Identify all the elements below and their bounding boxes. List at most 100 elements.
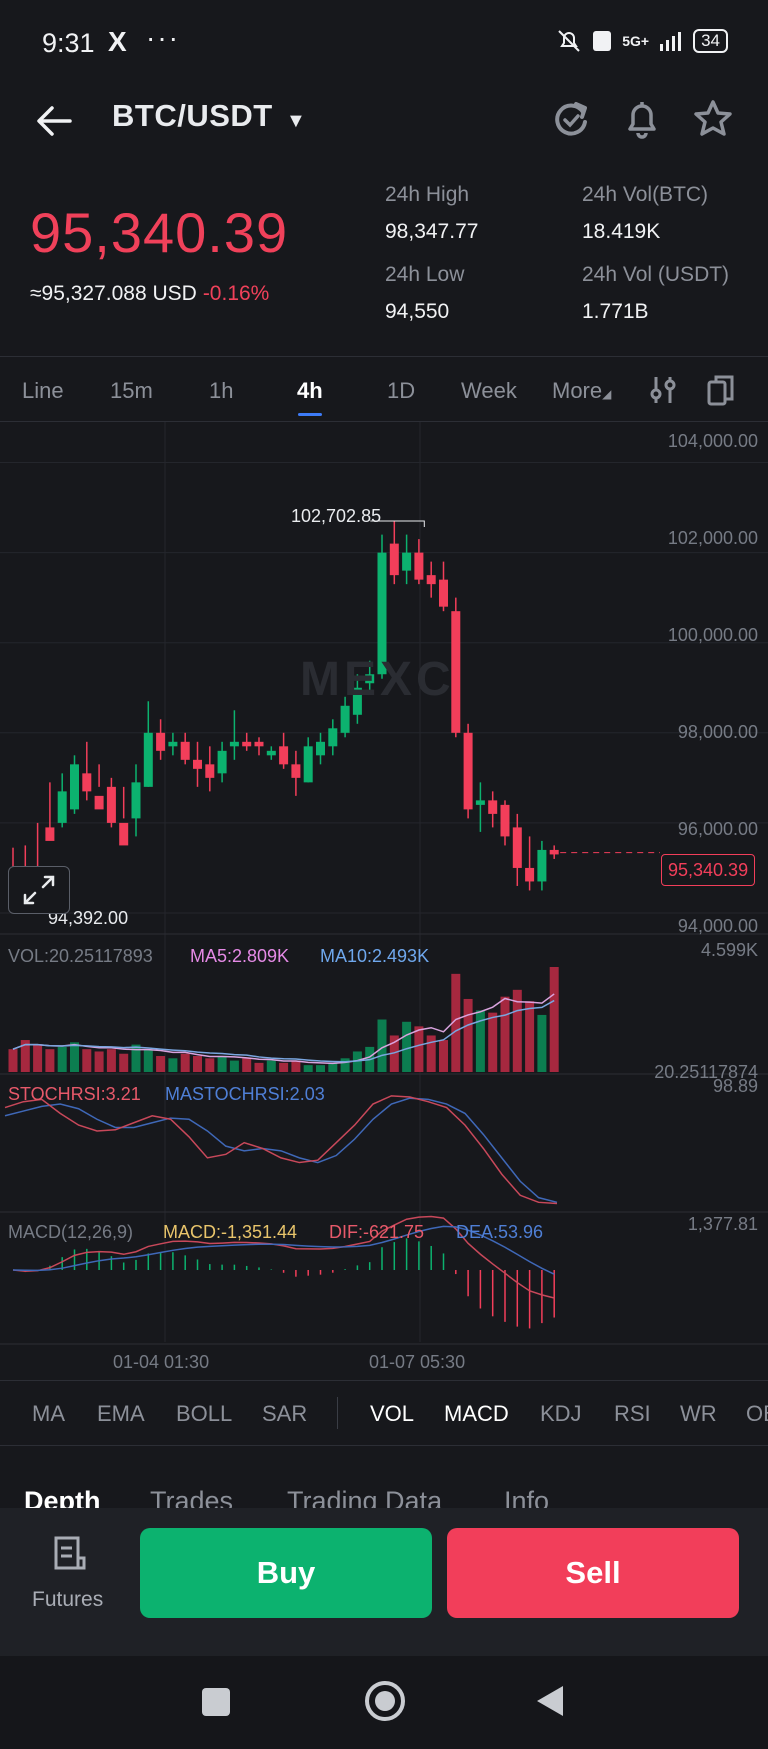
indicator-tab-vol[interactable]: VOL	[370, 1401, 415, 1426]
futures-icon	[54, 1536, 86, 1570]
candle-body	[45, 827, 55, 841]
x-app-icon: X	[108, 26, 127, 57]
buy-button[interactable]: Buy	[140, 1528, 432, 1618]
volume-bar	[131, 1044, 141, 1072]
candle-body	[279, 746, 289, 765]
candle-body	[549, 849, 559, 855]
candle-body	[402, 552, 412, 571]
stat-label-24h-vol-btc: 24h Vol(BTC)	[582, 183, 709, 206]
volume-bar	[82, 1049, 92, 1072]
tab-more[interactable]: More◢	[552, 378, 611, 404]
battery-icon: 34	[693, 29, 728, 53]
indicator-tab-wr[interactable]: WR	[680, 1401, 717, 1426]
candle-body	[70, 764, 79, 810]
candle-body	[303, 746, 313, 783]
star-icon[interactable]	[690, 96, 736, 142]
futures-button[interactable]: Futures	[20, 1518, 120, 1638]
dea-label: DEA:53.96	[456, 1222, 544, 1242]
volume-bar	[426, 1035, 436, 1072]
recents-square-icon[interactable]	[202, 1688, 230, 1716]
volte-icon	[593, 31, 612, 51]
volume-ma10-label: MA10:2.493K	[320, 946, 430, 966]
y-tick-label: 96,000.00	[677, 819, 758, 839]
candle-body	[266, 750, 276, 756]
candle-body	[414, 552, 424, 580]
refresh-icon[interactable]	[548, 96, 594, 142]
indicator-tab-rsi[interactable]: RSI	[614, 1401, 651, 1426]
usd-price: ≈95,327.088 USD	[30, 282, 197, 305]
stochrsi-line	[4, 1095, 558, 1205]
volume-label: VOL:20.25117893	[8, 946, 153, 966]
bell-icon[interactable]	[619, 96, 665, 142]
volume-bar	[254, 1062, 264, 1072]
volume-bar	[512, 989, 522, 1072]
volume-bar	[70, 1042, 79, 1072]
indicator-tab-ema[interactable]: EMA	[97, 1401, 145, 1426]
bottom-action-bar: Futures Buy Sell	[0, 1508, 768, 1656]
tab-1d[interactable]: 1D	[387, 378, 416, 403]
volume-bar	[389, 1035, 399, 1072]
tab-line[interactable]: Line	[22, 378, 64, 403]
candle-body	[156, 732, 166, 751]
back-arrow-icon[interactable]	[30, 96, 80, 146]
stat-label-24h-high: 24h High	[385, 183, 470, 206]
candlestick-chart-area[interactable]: 104,000.00 102,000.00 100,000.00 98,000.…	[0, 422, 768, 1382]
volume-bar	[439, 1040, 448, 1072]
exchange-watermark: MEXC	[300, 653, 455, 706]
tab-1h[interactable]: 1h	[209, 378, 234, 403]
tab-week[interactable]: Week	[461, 378, 517, 403]
caret-down-icon[interactable]: ▼	[286, 110, 306, 132]
indicator-tab-sar[interactable]: SAR	[262, 1401, 308, 1426]
status-icons: 5G+ 34	[556, 28, 728, 54]
stochrsi-max-label: 98.89	[712, 1076, 758, 1096]
indicator-settings-icon[interactable]	[648, 374, 678, 406]
timeframe-tabs: Line 15m 1h 4h 1D Week More◢	[0, 358, 768, 420]
back-triangle-icon[interactable]	[535, 1684, 565, 1718]
candle-body	[426, 575, 436, 585]
candle-body	[168, 741, 178, 747]
candle-body	[328, 728, 338, 747]
candle-body	[500, 804, 510, 837]
volume-bar	[328, 1062, 338, 1072]
tab-15m[interactable]: 15m	[110, 378, 153, 403]
indicator-tab-boll[interactable]: BOLL	[176, 1401, 233, 1426]
volume-max-label: 4.599K	[700, 940, 758, 960]
volume-bar	[291, 1060, 301, 1072]
tab-more-label: More	[552, 378, 603, 403]
dif-line	[12, 1215, 555, 1299]
copy-layout-icon[interactable]	[706, 374, 736, 406]
status-time: 9:31	[42, 28, 95, 58]
x-time-label: 01-04 01:30	[113, 1352, 210, 1372]
expand-chart-button[interactable]	[8, 866, 70, 914]
volume-bar	[180, 1053, 190, 1072]
candle-body	[180, 741, 190, 760]
price-chart-svg[interactable]	[0, 422, 768, 1382]
candle-body	[463, 732, 473, 810]
volume-bar	[463, 998, 473, 1072]
indicator-tab-macd[interactable]: MACD	[444, 1401, 509, 1426]
candle-body	[193, 759, 202, 769]
volume-bar	[500, 996, 510, 1072]
indicator-tab-obv[interactable]: OBV	[746, 1401, 768, 1426]
trading-pair-title[interactable]: BTC/USDT	[112, 98, 273, 133]
volume-bar	[475, 1010, 485, 1072]
indicator-tab-kdj[interactable]: KDJ	[540, 1401, 582, 1426]
high-marker-line	[370, 520, 425, 527]
y-tick-label: 100,000.00	[667, 625, 758, 645]
volume-bar	[168, 1058, 178, 1072]
expand-arrows-icon	[23, 875, 55, 905]
candle-body	[537, 849, 547, 882]
mastochrsi-label: MASTOCHRSI:2.03	[165, 1084, 325, 1104]
home-circle-icon[interactable]	[364, 1680, 406, 1722]
candle-body	[389, 543, 399, 576]
tab-4h[interactable]: 4h	[297, 378, 323, 403]
volume-bar	[156, 1056, 166, 1072]
dif-label: DIF:-621.75	[329, 1222, 425, 1242]
volume-bar	[537, 1014, 547, 1072]
candle-body	[119, 822, 129, 846]
indicator-tab-ma[interactable]: MA	[32, 1401, 65, 1426]
candle-body	[254, 741, 264, 747]
volume-bar	[143, 1049, 153, 1072]
volume-bar	[402, 1021, 412, 1072]
sell-button[interactable]: Sell	[447, 1528, 739, 1618]
